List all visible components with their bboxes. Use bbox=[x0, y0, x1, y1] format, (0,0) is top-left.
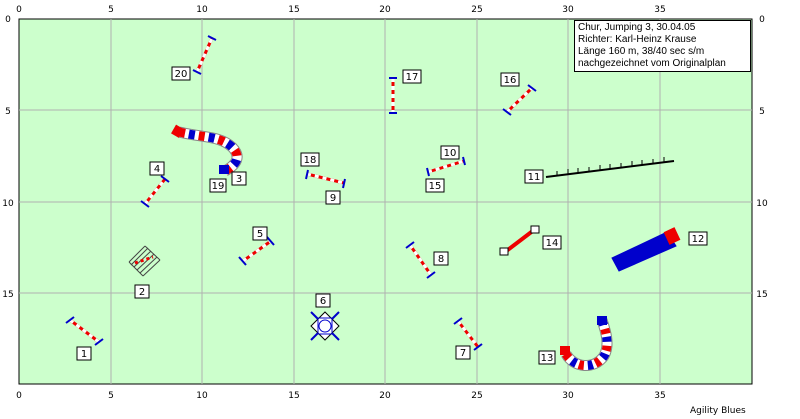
judge-line: Richter: Karl-Heinz Krause bbox=[578, 34, 697, 45]
x-tick-label: 5 bbox=[108, 5, 114, 15]
course-info-box: Chur, Jumping 3, 30.04.05 Richter: Karl-… bbox=[574, 20, 751, 72]
weave-11[interactable]: 11 bbox=[524, 157, 675, 184]
y-tick-label: 15 bbox=[756, 290, 767, 300]
obstacle-number: 3 bbox=[236, 174, 242, 185]
x-tick-label: 30 bbox=[562, 5, 574, 15]
credit-text: Agility Blues bbox=[690, 406, 746, 416]
chute-12[interactable]: 12 bbox=[611, 227, 708, 272]
x-tick-label: 25 bbox=[471, 5, 482, 15]
x-tick-label: 30 bbox=[562, 391, 574, 401]
tunnel-13[interactable]: 13 bbox=[538, 316, 613, 371]
length-time-line: Länge 160 m, 38/40 sec s/m bbox=[578, 46, 705, 57]
x-axis-top: 0 5 10 15 20 25 30 35 bbox=[16, 5, 666, 15]
y-tick-label: 5 bbox=[5, 107, 11, 117]
obstacle-number: 8 bbox=[438, 254, 444, 265]
obstacle-number: 19 bbox=[212, 181, 225, 192]
obstacle-number: 20 bbox=[175, 69, 188, 80]
jump-4[interactable]: 4 bbox=[140, 161, 170, 208]
course-title: Chur, Jumping 3, 30.04.05 bbox=[578, 22, 696, 33]
obstacle-number: 18 bbox=[304, 155, 317, 166]
x-tick-label: 0 bbox=[16, 391, 22, 401]
jump-10-15[interactable]: 10 15 bbox=[425, 145, 466, 193]
x-tick-label: 20 bbox=[379, 391, 391, 401]
obstacle-number: 12 bbox=[692, 234, 705, 245]
y-tick-label: 15 bbox=[2, 290, 13, 300]
tire-2[interactable]: 2 bbox=[128, 245, 161, 299]
obstacle-number: 4 bbox=[154, 164, 160, 175]
jump-1[interactable]: 1 bbox=[65, 316, 104, 361]
jump-8[interactable]: 8 bbox=[405, 241, 449, 279]
tunnel-3-19[interactable]: 19 3 bbox=[171, 124, 247, 193]
x-tick-label: 15 bbox=[288, 391, 299, 401]
obstacle-number: 6 bbox=[320, 296, 326, 307]
x-tick-label: 15 bbox=[288, 5, 299, 15]
obstacle-number: 14 bbox=[546, 238, 559, 249]
x-tick-label: 35 bbox=[654, 5, 665, 15]
table-6[interactable]: 6 bbox=[310, 293, 340, 341]
source-note: nachgezeichnet vom Originalplan bbox=[578, 58, 726, 69]
y-axis-right: 0 5 10 15 bbox=[756, 15, 768, 300]
x-axis-bottom: 0 5 10 15 20 25 30 35 bbox=[16, 391, 666, 401]
obstacle-number: 9 bbox=[330, 193, 336, 204]
x-tick-label: 20 bbox=[379, 5, 391, 15]
x-tick-label: 10 bbox=[196, 5, 208, 15]
y-tick-label: 5 bbox=[759, 107, 765, 117]
jump-16[interactable]: 16 bbox=[500, 72, 537, 116]
x-tick-label: 5 bbox=[108, 391, 114, 401]
x-tick-label: 10 bbox=[196, 391, 208, 401]
obstacle-number: 2 bbox=[139, 287, 145, 298]
y-tick-label: 10 bbox=[2, 199, 14, 209]
jump-20[interactable]: 20 bbox=[171, 35, 217, 81]
obstacle-number: 13 bbox=[541, 353, 554, 364]
obstacle-number: 11 bbox=[528, 172, 541, 183]
y-axis-left: 0 5 10 15 bbox=[2, 15, 14, 300]
obstacle-number: 10 bbox=[444, 148, 457, 159]
x-tick-label: 35 bbox=[654, 391, 665, 401]
x-tick-label: 0 bbox=[16, 5, 22, 15]
obstacle-number: 15 bbox=[429, 181, 442, 192]
jump-9-18[interactable]: 18 9 bbox=[300, 152, 346, 205]
y-tick-label: 10 bbox=[756, 199, 768, 209]
y-tick-label: 0 bbox=[759, 15, 765, 25]
x-tick-label: 25 bbox=[471, 391, 482, 401]
obstacle-number: 5 bbox=[257, 229, 263, 240]
y-tick-label: 0 bbox=[5, 15, 11, 25]
obstacle-number: 7 bbox=[460, 348, 466, 359]
jump-5[interactable]: 5 bbox=[238, 226, 275, 266]
obstacle-number: 17 bbox=[406, 72, 419, 83]
jump-7[interactable]: 7 bbox=[453, 317, 483, 360]
obstacle-number: 1 bbox=[81, 349, 87, 360]
obstacle-number: 16 bbox=[504, 75, 517, 86]
jump-17[interactable]: 17 bbox=[389, 69, 422, 114]
jump-14[interactable]: 14 bbox=[499, 225, 562, 256]
